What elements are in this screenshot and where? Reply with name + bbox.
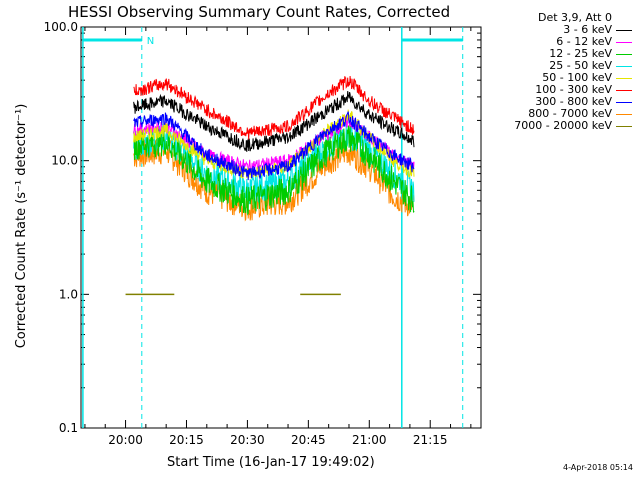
legend-swatch xyxy=(616,42,632,43)
plot-frame xyxy=(80,26,482,429)
legend-swatch xyxy=(616,78,632,79)
legend-label: 7000 - 20000 keV xyxy=(514,119,612,132)
y-tick-label: 100.0 xyxy=(44,20,78,34)
legend-swatch xyxy=(616,54,632,55)
legend-swatch xyxy=(616,66,632,67)
legend-label: 12 - 25 keV xyxy=(549,47,612,60)
x-tick-label: 20:30 xyxy=(230,433,265,447)
footer-timestamp: 4-Apr-2018 05:14 xyxy=(563,463,633,472)
y-tick-label: 1.0 xyxy=(59,287,78,301)
legend: Det 3,9, Att 0 3 - 6 keV 6 - 12 keV 12 - 2… xyxy=(484,12,634,132)
legend-label: 300 - 800 keV xyxy=(535,95,612,108)
legend-swatch xyxy=(616,114,632,115)
legend-swatch xyxy=(616,102,632,103)
legend-item-50-100: 50 - 100 keV xyxy=(484,72,634,84)
legend-label: 6 - 12 keV xyxy=(556,35,612,48)
legend-item-300-800: 300 - 800 keV xyxy=(484,96,634,108)
legend-swatch xyxy=(616,30,632,31)
x-axis-label: Start Time (16-Jan-17 19:49:02) xyxy=(167,455,375,470)
legend-title: Det 3,9, Att 0 xyxy=(538,11,612,24)
legend-item-25-50: 25 - 50 keV xyxy=(484,60,634,72)
series-25-50-line xyxy=(133,122,415,205)
legend-swatch xyxy=(616,126,632,127)
legend-item-6-12: 6 - 12 keV xyxy=(484,36,634,48)
series-300-800-line xyxy=(133,111,415,181)
x-tick-label: 21:00 xyxy=(352,433,387,447)
legend-item-7000-20000: 7000 - 20000 keV xyxy=(484,120,634,132)
legend-label: 3 - 6 keV xyxy=(563,23,612,36)
x-tick-label: 20:15 xyxy=(169,433,204,447)
x-tick-label: 21:15 xyxy=(413,433,448,447)
chart-title: HESSI Observing Summary Count Rates, Cor… xyxy=(68,3,451,21)
y-tick-label: 10.0 xyxy=(51,154,78,168)
y-axis-label: Corrected Count Rate (s⁻¹ detector⁻¹) xyxy=(14,103,29,349)
y-tick-label: 0.1 xyxy=(59,421,78,435)
legend-label: 800 - 7000 keV xyxy=(528,107,612,120)
legend-swatch xyxy=(616,90,632,91)
legend-item-800-7000: 800 - 7000 keV xyxy=(484,108,634,120)
x-tick-label: 20:00 xyxy=(108,433,143,447)
series-3-6-line xyxy=(133,91,415,152)
night-label: N xyxy=(147,36,154,47)
legend-label: 50 - 100 keV xyxy=(542,71,612,84)
legend-item-12-25: 12 - 25 keV xyxy=(484,48,634,60)
legend-item-3-6: 3 - 6 keV xyxy=(484,24,634,36)
legend-item-100-300: 100 - 300 keV xyxy=(484,84,634,96)
series-100-300-line xyxy=(133,75,415,140)
legend-label: 25 - 50 keV xyxy=(549,59,612,72)
x-tick-label: 20:45 xyxy=(291,433,326,447)
series-12-25-line xyxy=(133,125,415,216)
legend-label: 100 - 300 keV xyxy=(535,83,612,96)
